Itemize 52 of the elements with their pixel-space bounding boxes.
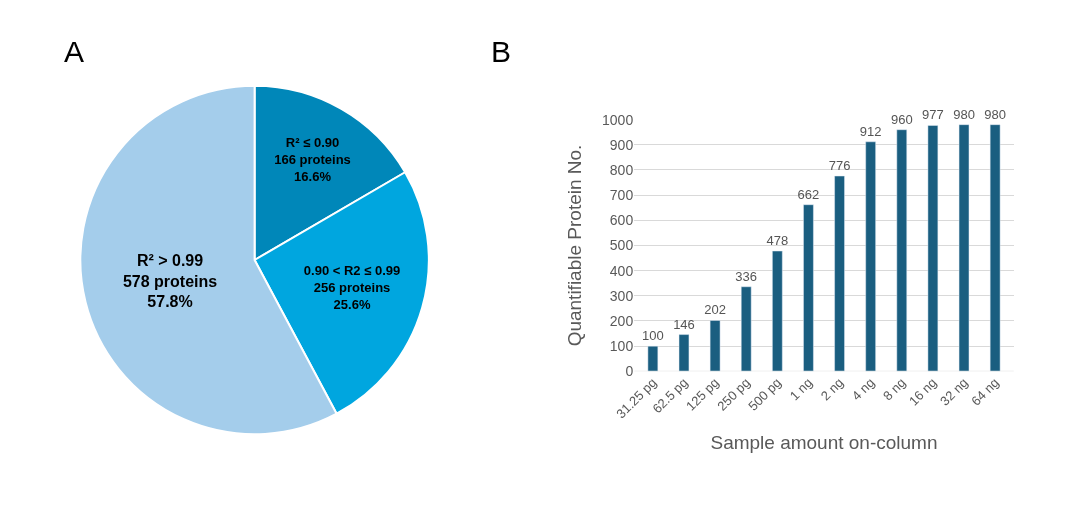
data-label: 202 [704,302,726,318]
y-tick-label: 200 [609,312,634,329]
x-tick-label: 32 ng [937,374,971,409]
bar [678,334,690,372]
y-tick-label: 800 [609,161,634,178]
bar [772,250,783,372]
bar [647,345,659,372]
y-axis-title: Quantifiable Protein No. [563,144,585,347]
data-label: 146 [673,316,695,332]
data-label: 578 proteins 57.8% [122,272,218,311]
slice-label: R² > 0.99 [136,251,204,269]
bar [865,141,876,372]
bar [958,124,970,372]
y-tick-label: 300 [609,287,634,304]
y-tick-label: 900 [609,136,634,153]
bar [803,204,814,372]
data-label: 980 [984,106,1006,122]
y-tick-label: 400 [609,262,634,279]
x-tick-label: 4 ng [848,374,878,404]
bar [834,175,845,372]
slice-label: R² ≤ 0.90 [285,134,340,150]
y-tick-label: 100 [609,338,634,355]
y-tick-label: 600 [609,212,634,229]
data-label: 256 proteins 25.6% [313,280,391,313]
chart-title: A [64,35,85,68]
x-tick-label: 8 ng [880,374,909,404]
data-label: 662 [797,186,820,202]
bar [896,129,908,372]
x-axis-title: Sample amount on-column [710,432,938,454]
data-label: 100 [642,328,664,344]
data-label: 912 [859,123,882,139]
x-tick-label: 16 ng [906,374,940,409]
x-tick-label: 2 ng [817,374,847,404]
y-tick-label: 700 [609,187,634,204]
y-tick-label: 500 [609,237,634,254]
bar [709,320,721,372]
bar [989,124,1001,372]
y-tick-label: 0 [625,363,634,380]
bar [927,125,939,372]
data-label: 336 [735,268,758,284]
chart-title: B [491,35,512,68]
x-tick-label: 64 ng [968,374,1002,409]
slice-label: 0.90 < R2 ≤ 0.99 [303,263,401,279]
bar [740,286,752,372]
data-label: 478 [766,233,789,249]
data-label: 776 [828,158,851,174]
data-label: 960 [890,111,913,127]
y-tick-label: 1000 [602,111,634,128]
data-label: 166 proteins 16.6% [274,151,351,184]
data-label: 980 [953,106,975,122]
data-label: 977 [922,107,944,123]
x-tick-label: 1 ng [786,374,816,404]
